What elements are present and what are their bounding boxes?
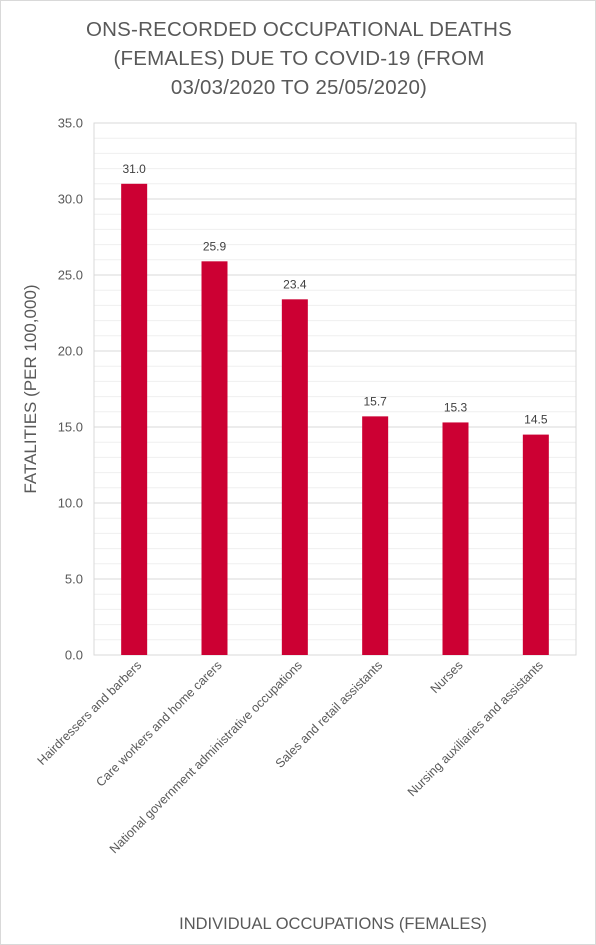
x-axis-label: INDIVIDUAL OCCUPATIONS (FEMALES) bbox=[179, 915, 487, 933]
y-tick-label: 35.0 bbox=[58, 116, 83, 131]
chart-title-line: ONS-RECORDED OCCUPATIONAL DEATHS bbox=[86, 18, 512, 41]
y-tick-label: 10.0 bbox=[58, 496, 83, 511]
y-tick-label: 25.0 bbox=[58, 268, 83, 283]
y-axis-tick-labels: 0.0 5.0 10.0 15.0 20.0 25.0 30.0 35.0 bbox=[58, 116, 83, 663]
data-label: 15.7 bbox=[363, 394, 387, 408]
data-label: 25.9 bbox=[203, 239, 227, 253]
data-label: 14.5 bbox=[524, 413, 548, 427]
major-gridlines bbox=[94, 122, 576, 656]
bars bbox=[121, 183, 549, 656]
bar bbox=[121, 183, 148, 656]
data-label: 23.4 bbox=[283, 277, 307, 291]
bar bbox=[201, 261, 228, 655]
bar bbox=[281, 299, 308, 655]
y-tick-label: 20.0 bbox=[58, 344, 83, 359]
x-tick-label: Nurses bbox=[428, 658, 466, 696]
y-tick-label: 30.0 bbox=[58, 192, 83, 207]
y-axis-label: FATALITIES (PER 100,000) bbox=[21, 284, 40, 493]
data-labels: 31.0 25.9 23.4 15.7 15.3 14.5 bbox=[122, 162, 547, 427]
y-tick-label: 5.0 bbox=[65, 572, 83, 587]
chart-title-line: 03/03/2020 TO 25/05/2020) bbox=[170, 76, 428, 99]
minor-gridlines bbox=[94, 137, 576, 641]
bar bbox=[442, 422, 469, 655]
bar bbox=[522, 434, 549, 655]
chart-title: ONS-RECORDED OCCUPATIONAL DEATHS (FEMALE… bbox=[41, 15, 557, 102]
x-tick-label: Nursing auxiliaries and assistants bbox=[405, 658, 546, 799]
plot-area-border bbox=[93, 122, 577, 656]
x-tick-label: Care workers and home carers bbox=[93, 658, 224, 789]
chart-title-line: (FEMALES) DUE TO COVID-19 (FROM bbox=[113, 47, 485, 70]
y-tick-label: 15.0 bbox=[58, 420, 83, 435]
y-tick-label: 0.0 bbox=[65, 648, 83, 663]
data-label: 31.0 bbox=[122, 162, 146, 176]
data-label: 15.3 bbox=[444, 400, 468, 414]
bar bbox=[362, 416, 389, 655]
